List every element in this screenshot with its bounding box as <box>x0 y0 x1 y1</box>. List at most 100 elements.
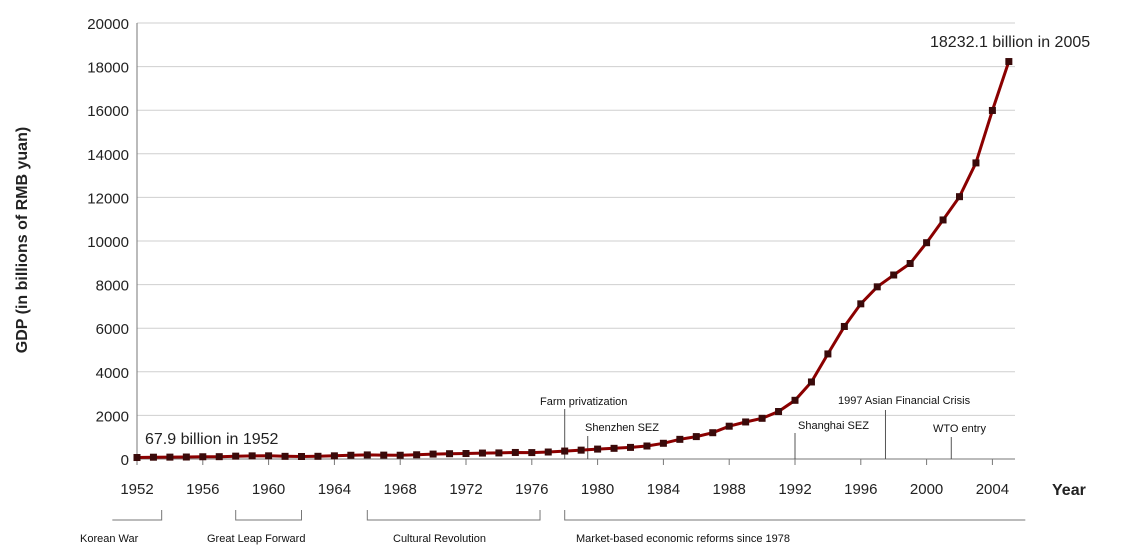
data-point <box>824 350 832 358</box>
period-bracket <box>366 510 541 521</box>
data-point <box>742 418 750 426</box>
data-point <box>956 193 963 201</box>
x-tick-label: 1952 <box>120 481 153 498</box>
data-point <box>528 449 536 457</box>
data-point <box>791 396 799 404</box>
x-tick-label: 1956 <box>186 481 219 498</box>
data-point <box>478 449 486 457</box>
data-point <box>133 454 141 462</box>
data-point <box>906 260 914 268</box>
y-tick-label: 14000 <box>87 147 129 164</box>
data-point <box>495 449 503 457</box>
x-tick-label: 1996 <box>844 481 877 498</box>
y-axis-label: GDP (in billions of RMB yuan) <box>14 127 31 353</box>
data-point <box>363 451 371 459</box>
data-point <box>413 451 421 459</box>
start-annotation: 67.9 billion in 1952 <box>145 431 279 448</box>
data-point <box>462 450 470 458</box>
historical-periods: Korean War Great Leap Forward Cultural Rev… <box>80 510 1026 545</box>
data-point <box>232 452 240 460</box>
data-point <box>314 452 322 460</box>
y-tick-label: 8000 <box>96 278 129 295</box>
data-point <box>561 447 569 455</box>
x-tick-label: 1992 <box>778 481 811 498</box>
data-point <box>298 452 305 460</box>
data-point <box>676 435 684 443</box>
data-point <box>988 106 996 114</box>
event-annotations: Farm privatization Shenzhen SEZ 1997 Asian… <box>540 395 986 459</box>
data-point <box>577 446 585 454</box>
data-point <box>199 453 207 461</box>
event-label: WTO entry <box>933 423 986 435</box>
data-point <box>807 378 815 386</box>
y-tick-labels: 0 2000 4000 6000 8000 10000 12000 14000 16000 180… <box>87 16 129 469</box>
x-tick-label: 1964 <box>318 481 351 498</box>
period-bracket <box>235 510 302 521</box>
period-label: Cultural Revolution <box>393 533 486 545</box>
x-tick-label: 1968 <box>384 481 417 498</box>
y-tick-label: 4000 <box>96 365 129 382</box>
data-point <box>544 448 552 456</box>
data-point <box>610 444 618 452</box>
gridlines <box>137 22 1015 416</box>
data-point <box>972 159 980 167</box>
data-point <box>248 452 256 460</box>
data-point <box>347 451 355 459</box>
data-point <box>923 239 931 247</box>
x-tick-label: 1988 <box>713 481 746 498</box>
y-tick-label: 16000 <box>87 103 129 120</box>
data-point <box>281 452 289 460</box>
data-point <box>692 433 700 441</box>
data-point <box>265 452 273 460</box>
y-tick-label: 20000 <box>87 16 129 33</box>
y-tick-label: 10000 <box>87 234 129 251</box>
x-tick-label: 1960 <box>252 481 285 498</box>
period-label: Korean War <box>80 533 139 545</box>
data-point <box>330 452 338 460</box>
data-point <box>725 422 733 430</box>
data-point <box>643 442 651 450</box>
data-point <box>429 450 437 458</box>
data-point <box>709 429 717 437</box>
x-tick-label: 1976 <box>515 481 548 498</box>
x-tick-label: 2004 <box>976 481 1009 498</box>
x-tick-labels: 1952 1956 1960 1964 1968 1972 1976 1980 1984 1988… <box>120 481 1009 498</box>
data-point <box>380 451 388 459</box>
x-tick-label: 1984 <box>647 481 680 498</box>
y-tick-label: 0 <box>121 452 129 469</box>
data-point <box>166 453 174 461</box>
data-point <box>939 216 947 224</box>
data-point <box>149 453 157 461</box>
data-point <box>396 451 404 459</box>
event-label: Shenzhen SEZ <box>585 422 659 434</box>
data-point <box>182 453 190 461</box>
data-point <box>511 448 519 456</box>
data-point <box>659 439 667 447</box>
event-label: Farm privatization <box>540 396 627 408</box>
x-tick-label: 1980 <box>581 481 614 498</box>
y-tick-label: 2000 <box>96 408 129 425</box>
event-label: Shanghai SEZ <box>798 420 869 432</box>
period-bracket <box>112 510 163 521</box>
y-tick-label: 6000 <box>96 321 129 338</box>
data-point <box>840 322 848 330</box>
data-point <box>775 408 783 416</box>
x-axis-label: Year <box>1052 482 1086 499</box>
end-annotation: 18232.1 billion in 2005 <box>930 34 1090 51</box>
x-tick-label: 1972 <box>449 481 482 498</box>
data-point <box>857 300 865 308</box>
period-bracket <box>564 510 1026 521</box>
data-point <box>758 414 766 422</box>
data-point <box>890 271 898 279</box>
y-tick-label: 18000 <box>87 60 129 77</box>
period-label: Market-based economic reforms since 1978 <box>576 533 790 545</box>
data-point <box>873 283 881 291</box>
y-tick-label: 12000 <box>87 190 129 207</box>
event-label: 1997 Asian Financial Crisis <box>838 395 971 407</box>
data-point <box>627 443 634 451</box>
data-point <box>1005 58 1013 66</box>
data-point <box>594 445 602 453</box>
data-point <box>215 453 223 461</box>
period-label: Great Leap Forward <box>207 533 305 545</box>
